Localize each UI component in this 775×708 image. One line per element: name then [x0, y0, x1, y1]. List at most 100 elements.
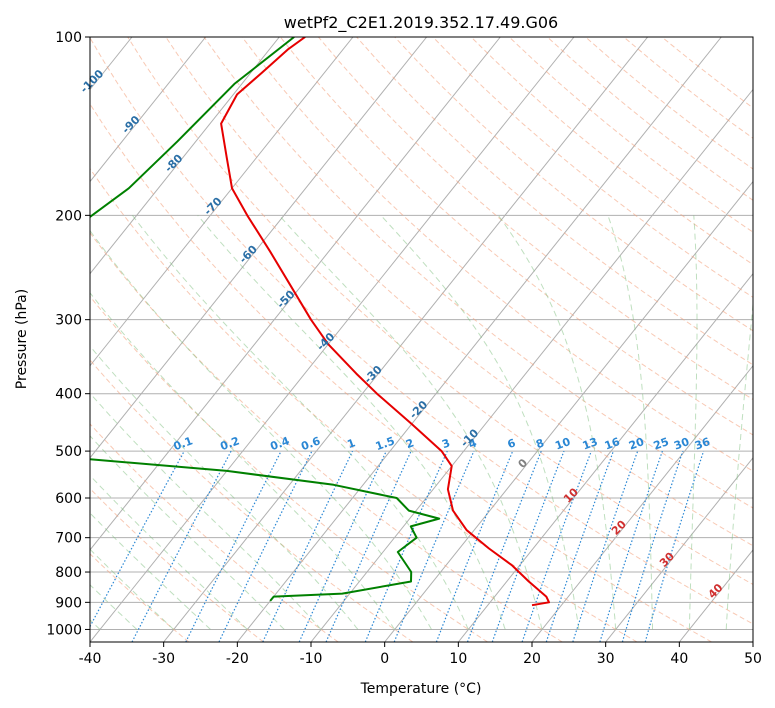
- mixing-ratio-line: [325, 450, 412, 642]
- mixing-ratio-label: 25: [652, 435, 671, 452]
- isotherm-gridline: [90, 37, 280, 275]
- mixing-ratio-line: [545, 450, 614, 642]
- series-layer: [90, 37, 550, 607]
- dry-adiabat-line: [356, 37, 753, 366]
- dry-adiabat-line: [203, 37, 753, 509]
- y-tick-label: 800: [55, 565, 82, 581]
- isotherm-gridline: [163, 37, 649, 642]
- dry-adiabat-label: 40: [706, 581, 726, 601]
- mixing-ratio-line: [572, 450, 639, 642]
- isotherm-gridline: [457, 272, 753, 642]
- x-tick-label: -30: [152, 651, 175, 667]
- y-axis-label: Pressure (hPa): [14, 289, 30, 389]
- mixing-ratio-label: 8: [534, 436, 546, 451]
- mixing-ratio-label: 20: [627, 435, 646, 453]
- dewpoint-profile: [90, 37, 441, 602]
- mixing-ratio-label: 3: [440, 436, 452, 451]
- y-tick-label: 700: [55, 531, 82, 547]
- isotherm-gridline: [90, 37, 575, 642]
- mixing-ratio-line: [599, 450, 663, 642]
- isotherm-gridline: [90, 37, 354, 367]
- dry-adiabat-line: [508, 37, 753, 233]
- moist-adiabat-line: [197, 214, 506, 630]
- mixing-ratio-line: [298, 450, 387, 642]
- y-tick-label: 300: [55, 313, 82, 329]
- x-tick-label: -40: [79, 651, 102, 667]
- dry-adiabat-line: [90, 231, 563, 642]
- x-tick-label: 30: [597, 651, 615, 667]
- dry-adiabat-line: [90, 167, 638, 642]
- mixing-ratio-line: [262, 450, 354, 642]
- dry-adiabat-line: [394, 37, 753, 332]
- dry-adiabat-label: -70: [201, 194, 224, 217]
- isotherm-gridline: [310, 88, 753, 642]
- dry-adiabat-line: [585, 37, 753, 170]
- y-tick-label: 100: [55, 30, 82, 46]
- mixing-ratio-line: [621, 450, 684, 642]
- isotherm-gridline: [531, 364, 753, 642]
- mixing-ratio-label: 13: [581, 435, 600, 452]
- y-tick-label: 200: [55, 208, 82, 224]
- y-tick-label: 1000: [46, 622, 82, 638]
- x-tick-label: 10: [449, 651, 467, 667]
- x-axis-label: Temperature (°C): [360, 681, 482, 697]
- moist-adiabat-line: [688, 215, 698, 630]
- isotherm-gridline: [90, 37, 501, 551]
- dry-adiabat-line: [432, 37, 753, 298]
- dry-adiabat-line: [241, 37, 753, 472]
- dry-adiabat-label: 20: [609, 517, 629, 537]
- mixing-ratio-line: [90, 450, 185, 628]
- mixing-ratio-label: 0.6: [299, 434, 322, 453]
- isotherm-gridline: [678, 549, 753, 642]
- temperature-profile: [220, 37, 550, 607]
- mixing-ratio-label: 4: [467, 436, 479, 451]
- isotherm-gridline: [90, 37, 207, 183]
- dry-adiabat-line: [90, 37, 753, 625]
- moist-adiabat-line: [497, 215, 617, 630]
- isotherm-gridline: [752, 641, 753, 642]
- dry-adiabat-label: 10: [561, 485, 581, 505]
- dry-adiabat-line: [90, 423, 339, 642]
- moist-adiabat-line: [725, 299, 753, 630]
- x-tick-label: 0: [380, 651, 389, 667]
- moist-adiabat-line: [90, 584, 138, 630]
- dry-adiabat-label: 30: [657, 549, 677, 569]
- mixing-ratio-label: 6: [506, 436, 518, 451]
- dry-adiabat-label: -60: [237, 242, 260, 265]
- mixing-ratio-label: 0.4: [269, 434, 292, 453]
- x-tick-label: 40: [670, 651, 688, 667]
- mixing-ratio-label: 0.1: [172, 434, 195, 453]
- isotherm-gridline: [384, 180, 753, 642]
- moist-adiabat-line: [90, 619, 101, 630]
- x-tick-label: 20: [523, 651, 541, 667]
- background-lines: [90, 37, 753, 642]
- dry-adiabat-line: [90, 553, 190, 642]
- dry-adiabat-label: 0: [516, 456, 531, 471]
- dry-adiabat-line: [470, 37, 753, 266]
- moist-adiabat-line: [90, 292, 396, 630]
- dry-adiabat-label: -20: [407, 398, 430, 421]
- mixing-ratio-label: 1: [346, 436, 358, 451]
- mixing-ratio-line: [644, 450, 705, 642]
- mixing-ratio-line: [521, 450, 592, 642]
- mixing-ratio-label: 36: [693, 435, 712, 453]
- mixing-ratio-label: 16: [603, 435, 622, 453]
- y-tick-label: 900: [55, 595, 82, 611]
- isotherm-gridline: [90, 37, 428, 459]
- dry-adiabat-line: [318, 37, 753, 401]
- moist-adiabat-line: [90, 474, 248, 630]
- moist-adiabat-line: [90, 512, 211, 630]
- mixing-ratio-label: 1.5: [374, 434, 397, 453]
- mixing-ratio-line: [435, 450, 514, 642]
- dry-adiabat-label: -100: [78, 67, 107, 96]
- mixing-ratio-label: 30: [672, 435, 691, 453]
- dry-adiabat-line: [90, 103, 712, 642]
- mixing-ratio-line: [491, 450, 565, 642]
- mixing-ratio-line: [131, 450, 232, 642]
- mixing-ratio-label: 0.2: [219, 434, 242, 453]
- moist-adiabat-line: [380, 214, 580, 630]
- moist-adiabat-line: [132, 214, 469, 630]
- isotherm-gridline: [605, 457, 753, 642]
- mixing-ratio-label: 2: [404, 436, 416, 451]
